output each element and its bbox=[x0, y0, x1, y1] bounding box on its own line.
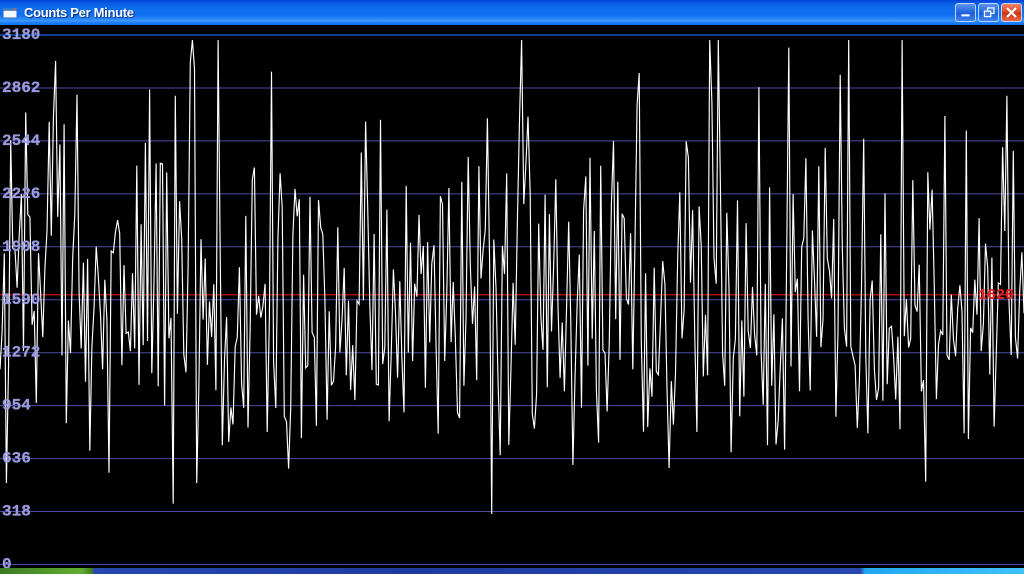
svg-text:3180: 3180 bbox=[2, 26, 40, 44]
svg-text:1590: 1590 bbox=[2, 291, 40, 309]
svg-text:2544: 2544 bbox=[2, 132, 41, 150]
svg-text:1620: 1620 bbox=[978, 287, 1014, 304]
svg-text:1272: 1272 bbox=[2, 344, 40, 362]
svg-text:954: 954 bbox=[2, 397, 31, 415]
svg-text:318: 318 bbox=[2, 503, 31, 521]
svg-text:2226: 2226 bbox=[2, 185, 40, 203]
svg-text:2862: 2862 bbox=[2, 79, 40, 97]
svg-text:1908: 1908 bbox=[2, 238, 40, 256]
svg-text:636: 636 bbox=[2, 450, 31, 468]
